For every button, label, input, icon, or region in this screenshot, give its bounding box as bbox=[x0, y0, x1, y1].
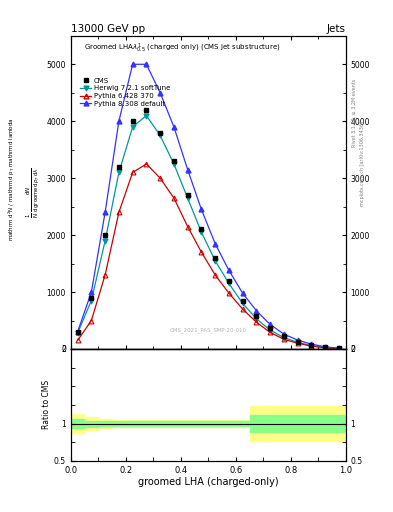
Text: 13000 GeV pp: 13000 GeV pp bbox=[71, 24, 145, 34]
Pythia 8.308 default bbox=[268, 322, 272, 328]
Pythia 6.428 370 bbox=[213, 272, 218, 278]
Herwig 7.2.1 softTune bbox=[254, 316, 259, 322]
Herwig 7.2.1 softTune bbox=[295, 339, 300, 346]
Pythia 6.428 370 bbox=[254, 319, 259, 325]
Line: Pythia 8.308 default: Pythia 8.308 default bbox=[75, 62, 342, 351]
Pythia 8.308 default bbox=[144, 61, 149, 68]
CMS bbox=[185, 192, 190, 198]
Pythia 8.308 default bbox=[103, 209, 108, 216]
Pythia 6.428 370 bbox=[144, 161, 149, 167]
Legend: CMS, Herwig 7.2.1 softTune, Pythia 6.428 370, Pythia 8.308 default: CMS, Herwig 7.2.1 softTune, Pythia 6.428… bbox=[78, 75, 173, 110]
Herwig 7.2.1 softTune bbox=[171, 161, 176, 167]
Pythia 8.308 default bbox=[199, 206, 204, 212]
Herwig 7.2.1 softTune bbox=[89, 297, 94, 304]
Pythia 8.308 default bbox=[171, 124, 176, 130]
Herwig 7.2.1 softTune bbox=[268, 327, 272, 333]
Herwig 7.2.1 softTune bbox=[323, 345, 328, 351]
Herwig 7.2.1 softTune bbox=[213, 258, 218, 264]
Pythia 8.308 default bbox=[75, 329, 80, 335]
Pythia 6.428 370 bbox=[89, 317, 94, 324]
Pythia 8.308 default bbox=[295, 337, 300, 343]
Pythia 6.428 370 bbox=[309, 343, 314, 349]
Line: CMS: CMS bbox=[75, 108, 342, 351]
CMS bbox=[323, 344, 328, 350]
Pythia 6.428 370 bbox=[268, 329, 272, 335]
X-axis label: groomed LHA (charged-only): groomed LHA (charged-only) bbox=[138, 477, 279, 487]
Text: Rivet 3.1.10, ≥ 3.2M events: Rivet 3.1.10, ≥ 3.2M events bbox=[352, 78, 357, 147]
Pythia 8.308 default bbox=[254, 308, 259, 314]
CMS bbox=[295, 338, 300, 345]
Pythia 6.428 370 bbox=[130, 169, 135, 176]
CMS bbox=[213, 255, 218, 261]
Herwig 7.2.1 softTune bbox=[130, 124, 135, 130]
Herwig 7.2.1 softTune bbox=[185, 195, 190, 201]
CMS bbox=[171, 158, 176, 164]
CMS bbox=[281, 333, 286, 339]
CMS bbox=[75, 329, 80, 335]
Pythia 6.428 370 bbox=[295, 340, 300, 346]
CMS bbox=[268, 325, 272, 331]
Herwig 7.2.1 softTune bbox=[116, 169, 121, 176]
Pythia 8.308 default bbox=[89, 289, 94, 295]
Herwig 7.2.1 softTune bbox=[281, 334, 286, 340]
CMS bbox=[116, 164, 121, 170]
Pythia 6.428 370 bbox=[226, 290, 231, 296]
Pythia 8.308 default bbox=[281, 331, 286, 337]
Pythia 6.428 370 bbox=[116, 209, 121, 216]
Line: Herwig 7.2.1 softTune: Herwig 7.2.1 softTune bbox=[75, 113, 342, 351]
CMS bbox=[158, 130, 163, 136]
CMS bbox=[336, 345, 341, 351]
CMS bbox=[130, 118, 135, 124]
Text: Groomed LHA$\lambda^{1}_{0.5}$ (charged only) (CMS jet substructure): Groomed LHA$\lambda^{1}_{0.5}$ (charged … bbox=[84, 42, 281, 55]
Pythia 8.308 default bbox=[240, 290, 245, 296]
Line: Pythia 6.428 370: Pythia 6.428 370 bbox=[75, 161, 342, 351]
Pythia 6.428 370 bbox=[323, 345, 328, 351]
Pythia 6.428 370 bbox=[171, 195, 176, 201]
Pythia 8.308 default bbox=[309, 341, 314, 347]
Pythia 8.308 default bbox=[323, 344, 328, 350]
Pythia 8.308 default bbox=[130, 61, 135, 68]
Text: mcplots.cern.ch [arXiv:1306.3436]: mcplots.cern.ch [arXiv:1306.3436] bbox=[360, 121, 365, 206]
Pythia 8.308 default bbox=[116, 118, 121, 124]
Herwig 7.2.1 softTune bbox=[158, 133, 163, 139]
Pythia 6.428 370 bbox=[185, 224, 190, 230]
Herwig 7.2.1 softTune bbox=[144, 113, 149, 119]
Pythia 8.308 default bbox=[213, 241, 218, 247]
CMS bbox=[89, 295, 94, 301]
Text: $\frac{1}{\mathrm{N}}\,\frac{\mathrm{d}N}{\mathrm{d}\,\mathrm{groomed}\,p_T\,\ma: $\frac{1}{\mathrm{N}}\,\frac{\mathrm{d}N… bbox=[24, 167, 40, 218]
Pythia 8.308 default bbox=[226, 267, 231, 273]
Herwig 7.2.1 softTune bbox=[226, 281, 231, 287]
Herwig 7.2.1 softTune bbox=[309, 343, 314, 349]
Pythia 6.428 370 bbox=[240, 306, 245, 312]
Text: mathrm d$^2$N / mathrmd p$_\mathrm{T}$ mathrmd lambda: mathrm d$^2$N / mathrmd p$_\mathrm{T}$ m… bbox=[7, 117, 17, 241]
CMS bbox=[254, 313, 259, 319]
Herwig 7.2.1 softTune bbox=[240, 301, 245, 307]
Herwig 7.2.1 softTune bbox=[336, 346, 341, 352]
CMS bbox=[199, 226, 204, 232]
Pythia 8.308 default bbox=[158, 90, 163, 96]
Pythia 6.428 370 bbox=[336, 346, 341, 352]
Herwig 7.2.1 softTune bbox=[199, 229, 204, 236]
Pythia 6.428 370 bbox=[158, 175, 163, 181]
Herwig 7.2.1 softTune bbox=[103, 238, 108, 244]
Pythia 6.428 370 bbox=[199, 249, 204, 255]
Herwig 7.2.1 softTune bbox=[75, 330, 80, 336]
Pythia 6.428 370 bbox=[75, 337, 80, 344]
CMS bbox=[240, 297, 245, 304]
Text: Jets: Jets bbox=[327, 24, 346, 34]
CMS bbox=[226, 278, 231, 284]
CMS bbox=[103, 232, 108, 238]
Pythia 8.308 default bbox=[336, 345, 341, 351]
Text: CMS_2021_PAS_SMP-20-010: CMS_2021_PAS_SMP-20-010 bbox=[170, 328, 247, 333]
Y-axis label: Ratio to CMS: Ratio to CMS bbox=[42, 380, 51, 430]
Pythia 6.428 370 bbox=[103, 272, 108, 278]
CMS bbox=[309, 342, 314, 348]
CMS bbox=[144, 107, 149, 113]
Pythia 6.428 370 bbox=[281, 336, 286, 343]
Pythia 8.308 default bbox=[185, 166, 190, 173]
